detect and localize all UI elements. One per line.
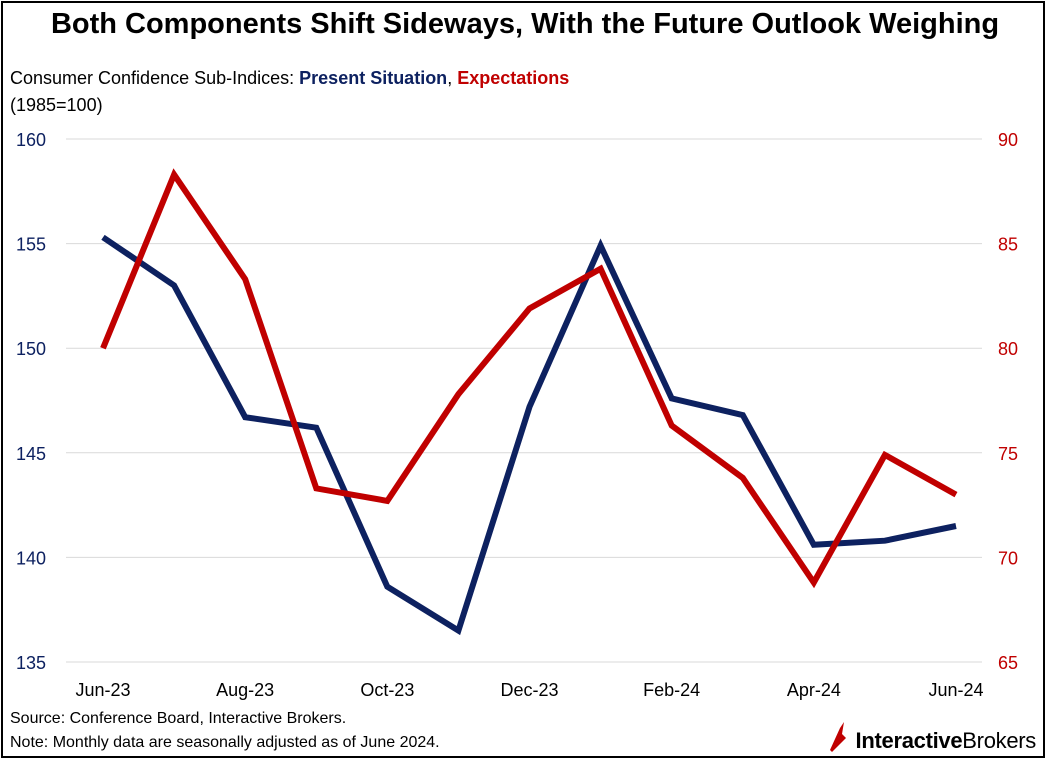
ib-logo-icon (830, 722, 846, 752)
x-tick-label: Aug-23 (216, 680, 274, 700)
y-left-tick-label: 155 (16, 235, 46, 255)
series-lines (100, 168, 958, 636)
x-axis-ticks: Jun-23 Aug-23 Oct-23 Dec-23 Feb-24 Apr-24 Jun-… (75, 680, 983, 700)
y-right-tick-label: 80 (998, 339, 1018, 359)
y-left-tick-label: 135 (16, 653, 46, 673)
logo-text-brokers: Brokers (962, 728, 1036, 753)
y-right-tick-label: 65 (998, 653, 1018, 673)
legend-expectations: Expectations (457, 68, 570, 88)
y-left-tick-label: 160 (16, 130, 46, 150)
legend-present-situation: Present Situation (299, 68, 448, 88)
y-right-tick-label: 70 (998, 548, 1018, 568)
x-tick-label: Dec-23 (500, 680, 558, 700)
y-left-tick-label: 145 (16, 444, 46, 464)
ib-logo: InteractiveBrokers (855, 728, 1037, 754)
x-tick-label: Jun-23 (75, 680, 130, 700)
y-right-tick-label: 75 (998, 444, 1018, 464)
logo-text-interactive: Interactive (855, 728, 963, 753)
y-right-tick-label: 90 (998, 130, 1018, 150)
source-note: Source: Conference Board, Interactive Br… (10, 710, 347, 727)
x-tick-label: Feb-24 (643, 680, 700, 700)
present-situation-line (101, 234, 957, 636)
y-right-tick-label: 85 (998, 235, 1018, 255)
expectations-line (100, 168, 958, 589)
subtitle-prefix: Consumer Confidence Sub-Indices: (10, 68, 300, 88)
y-left-tick-label: 140 (16, 548, 46, 568)
x-tick-label: Oct-23 (360, 680, 414, 700)
left-axis-ticks: 135 140 145 150 155 160 (16, 130, 46, 673)
x-tick-label: Jun-24 (928, 680, 983, 700)
unit-label: (1985=100) (10, 95, 103, 115)
y-left-tick-label: 150 (16, 339, 46, 359)
chart-subtitle: Consumer Confidence Sub-Indices: Present… (10, 68, 569, 89)
right-axis-ticks: 65 70 75 80 85 90 (998, 130, 1018, 673)
footnote: Note: Monthly data are seasonally adjust… (10, 734, 440, 751)
subtitle-separator: , (447, 68, 458, 88)
chart-title: Both Components Shift Sideways, With the… (50, 8, 1000, 40)
x-tick-label: Apr-24 (787, 680, 841, 700)
